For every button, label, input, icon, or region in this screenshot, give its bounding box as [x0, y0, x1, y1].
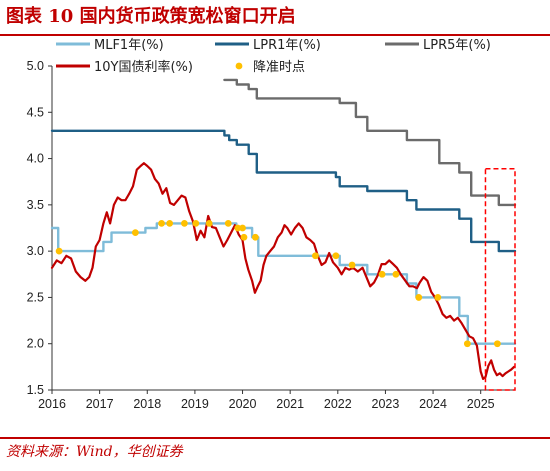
source-note: 资料来源：Wind，华创证券	[6, 444, 183, 460]
cut-marker	[415, 294, 423, 301]
cut-marker	[378, 270, 386, 278]
cut-marker	[463, 340, 471, 348]
cut-marker	[166, 219, 174, 227]
cut-marker	[181, 219, 188, 227]
source-rule	[0, 437, 550, 439]
legend: MLF1年(%) LPR1年(%) LPR5年(%) 10Y国债利率(%) 降准时点	[56, 38, 491, 75]
y-tick-label: 2.5	[27, 290, 44, 304]
x-tick-label: 2016	[38, 397, 66, 411]
cut-marker	[312, 252, 319, 260]
series-lines	[50, 78, 517, 380]
title-rule	[0, 34, 550, 36]
x-tick-label: 2020	[229, 397, 257, 411]
legend-label-lpr5: LPR5年(%)	[423, 38, 491, 53]
legend-label-bond: 10Y国债利率(%)	[94, 59, 193, 75]
cut-marker	[392, 270, 400, 278]
cut-marker	[239, 224, 246, 232]
highlight-rect	[484, 168, 516, 391]
interest-rate-chart: 1.52.02.53.03.54.04.55.0 2016 2017 2018 201…	[27, 38, 517, 411]
x-tick-label: 2024	[419, 397, 447, 411]
mlf-series-line	[50, 222, 517, 345]
x-tick-label: 2022	[324, 397, 352, 411]
cut-marker	[251, 233, 259, 241]
y-axis: 1.5 2.0 2.5 3.0 3.5 4.0 4.5 5.0	[27, 59, 52, 397]
figure-title: 图表 10 国内货币政策宽松窗口开启	[6, 6, 296, 27]
x-tick-label: 2017	[86, 397, 114, 411]
cut-marker	[493, 340, 501, 348]
legend-label-cut: 降准时点	[253, 60, 305, 75]
cut-marker	[332, 252, 340, 260]
cut-marker	[192, 219, 200, 227]
lpr1-series-line	[50, 129, 517, 253]
cut-markers	[55, 219, 501, 348]
y-tick-label: 3.5	[27, 198, 44, 212]
cut-marker	[131, 229, 139, 237]
x-tick-label: 2018	[133, 397, 161, 411]
bond-series-line	[50, 162, 516, 380]
cut-marker	[348, 261, 356, 269]
y-tick-label: 3.0	[27, 244, 44, 258]
y-tick-label: 2.0	[27, 337, 44, 351]
legend-swatch-cut	[235, 62, 243, 70]
legend-label-lpr1: LPR1年(%)	[253, 38, 321, 53]
cut-marker	[55, 247, 63, 255]
x-tick-label: 2025	[467, 397, 495, 411]
cut-marker	[224, 219, 232, 227]
x-axis: 2016 2017 2018 2019 2020 2021 2022 2023 2024 2025	[38, 390, 495, 411]
lpr5-series-line	[223, 78, 517, 207]
cut-marker	[158, 219, 165, 227]
cut-marker	[434, 294, 442, 301]
y-tick-label: 4.5	[27, 105, 44, 119]
x-tick-label: 2023	[372, 397, 400, 411]
y-tick-label: 4.0	[27, 152, 44, 166]
x-tick-label: 2021	[276, 397, 304, 411]
y-tick-label: 5.0	[27, 59, 44, 73]
cut-marker	[240, 233, 248, 241]
legend-label-mlf: MLF1年(%)	[94, 38, 164, 53]
x-tick-label: 2019	[181, 397, 209, 411]
cut-marker	[205, 219, 213, 227]
highlight-box	[484, 168, 516, 391]
y-tick-label: 1.5	[27, 383, 44, 397]
cut-marker	[234, 224, 242, 232]
